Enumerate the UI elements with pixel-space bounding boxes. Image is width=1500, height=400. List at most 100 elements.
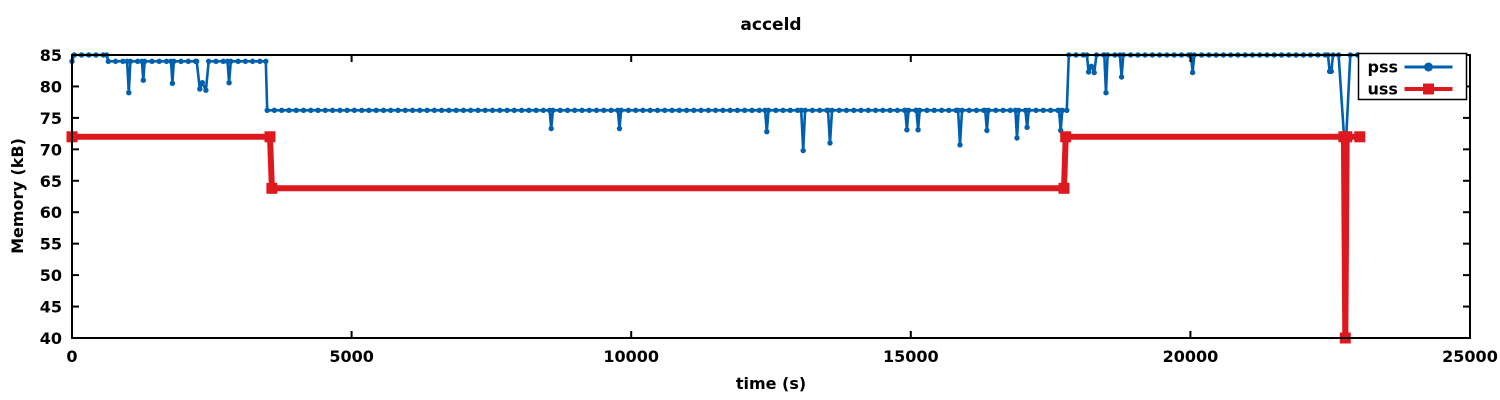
- pss-point-marker: [417, 107, 423, 114]
- pss-point-marker: [264, 107, 270, 114]
- pss-point-marker: [579, 107, 585, 114]
- pss-point-marker: [654, 107, 661, 114]
- pss-point-marker: [431, 107, 438, 114]
- pss-point-marker: [749, 107, 755, 114]
- legend-label-uss: uss: [1368, 80, 1398, 99]
- pss-point-marker: [993, 107, 999, 114]
- pss-point-marker: [540, 107, 547, 114]
- y-tick-label: 50: [40, 266, 62, 285]
- pss-point-marker: [887, 107, 893, 114]
- pss-point-marker: [197, 86, 203, 92]
- pss-point-marker: [135, 58, 141, 64]
- pss-point-marker: [809, 107, 816, 114]
- pss-point-marker: [1064, 107, 1070, 114]
- pss-point-marker: [1328, 68, 1335, 75]
- pss-point-marker: [271, 107, 278, 114]
- pss-point-marker: [817, 107, 823, 114]
- legend-label-pss: pss: [1368, 58, 1399, 77]
- pss-point-marker: [286, 107, 292, 114]
- pss-point-marker: [194, 58, 200, 64]
- pss-point-marker: [787, 107, 793, 114]
- pss-point-marker: [526, 107, 532, 114]
- pss-point-marker: [917, 107, 923, 114]
- uss-point-marker: [264, 131, 276, 143]
- pss-point-marker: [872, 107, 879, 114]
- pss-point-marker: [213, 58, 219, 64]
- pss-point-marker: [966, 107, 972, 114]
- pss-point-marker: [800, 147, 806, 154]
- pss-point-marker: [593, 107, 600, 114]
- pss-point-marker: [127, 58, 134, 64]
- pss-point-marker: [1118, 74, 1125, 80]
- pss-point-marker: [453, 107, 459, 114]
- pss-point-marker: [257, 58, 263, 64]
- pss-point-marker: [380, 107, 387, 114]
- x-tick-label: 0: [66, 347, 77, 366]
- pss-point-marker: [548, 125, 554, 132]
- pss-point-marker: [959, 107, 965, 114]
- pss-point-marker: [1091, 69, 1097, 76]
- pss-point-marker: [640, 107, 646, 114]
- pss-point-marker: [564, 107, 571, 114]
- pss-point-marker: [315, 107, 321, 114]
- pss-point-marker: [163, 58, 170, 64]
- pss-point-marker: [557, 107, 563, 114]
- pss-point-marker: [388, 107, 394, 114]
- pss-point-marker: [171, 58, 177, 64]
- pss-point-marker: [1024, 124, 1030, 130]
- y-tick-label: 65: [40, 172, 62, 191]
- pss-point-marker: [727, 107, 733, 114]
- pss-point-marker: [955, 107, 961, 114]
- pss-point-marker: [742, 107, 748, 114]
- chart-title: acceld: [740, 15, 802, 35]
- pss-point-marker: [344, 107, 350, 114]
- pss-point-marker: [780, 107, 786, 114]
- pss-point-marker: [395, 107, 401, 114]
- pss-point-marker: [156, 58, 162, 64]
- y-tick-label: 75: [40, 109, 62, 128]
- x-tick-label: 20000: [1163, 347, 1219, 366]
- pss-point-marker: [984, 127, 990, 134]
- pss-point-marker: [698, 107, 704, 114]
- pss-point-marker: [220, 58, 226, 64]
- pss-point-marker: [633, 107, 639, 114]
- pss-point-marker: [359, 107, 365, 114]
- pss-point-marker: [120, 58, 126, 64]
- pss-point-marker: [756, 107, 762, 114]
- pss-point-marker: [773, 107, 779, 114]
- x-tick-label: 5000: [329, 347, 374, 366]
- pss-point-marker: [858, 107, 864, 114]
- pss-point-marker: [497, 107, 503, 114]
- plot-border: [71, 54, 1471, 339]
- y-tick-label: 60: [40, 203, 62, 222]
- pss-point-marker: [938, 107, 945, 114]
- pss-point-marker: [329, 107, 336, 114]
- pss-point-marker: [1000, 107, 1006, 114]
- x-axis-label: time (s): [735, 374, 807, 393]
- pss-point-marker: [851, 107, 857, 114]
- pss-point-marker: [705, 107, 712, 114]
- pss-point-marker: [825, 107, 831, 114]
- pss-point-marker: [263, 58, 269, 64]
- pss-point-marker: [203, 87, 209, 93]
- pss-point-marker: [691, 107, 697, 114]
- pss-point-marker: [511, 107, 517, 114]
- pss-point-marker: [149, 58, 155, 64]
- pss-point-marker: [1103, 90, 1109, 96]
- uss-point-marker: [1354, 131, 1366, 143]
- pss-point-marker: [460, 107, 467, 114]
- pss-point-marker: [1007, 107, 1013, 114]
- x-tick-label: 15000: [883, 347, 939, 366]
- pss-point-marker: [720, 107, 726, 114]
- y-tick-label: 80: [40, 77, 62, 96]
- pss-point-marker: [662, 107, 668, 114]
- pss-point-marker: [931, 107, 937, 114]
- pss-point-marker: [865, 107, 871, 114]
- pss-point-marker: [489, 107, 496, 114]
- legend-box: [1357, 52, 1468, 101]
- pss-point-marker: [322, 107, 328, 114]
- pss-point-marker: [798, 107, 804, 114]
- pss-point-marker: [112, 58, 119, 64]
- pss-point-marker: [924, 107, 930, 114]
